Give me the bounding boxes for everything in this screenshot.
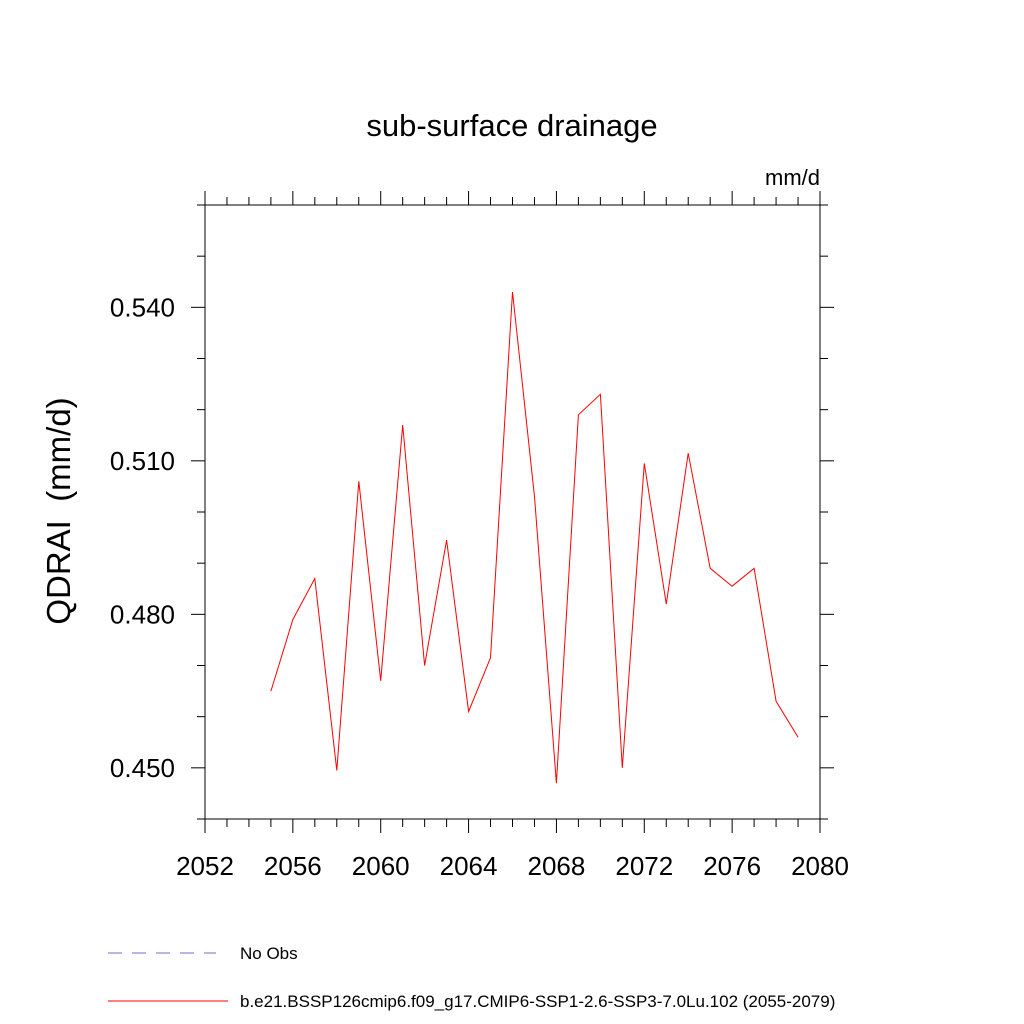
- x-tick-label: 2056: [264, 851, 322, 881]
- chart-title: sub-surface drainage: [366, 108, 657, 143]
- series-layer: [270, 291, 799, 784]
- legend-label-no-obs: No Obs: [240, 944, 298, 963]
- y-axis-ticks: [191, 204, 834, 820]
- units-label: mm/d: [765, 165, 820, 190]
- y-tick-label: 0.450: [110, 753, 175, 783]
- x-tick-label: 2076: [703, 851, 761, 881]
- series-line: [270, 291, 799, 784]
- x-tick-label: 2080: [791, 851, 849, 881]
- y-tick-label: 0.510: [110, 446, 175, 476]
- x-axis-ticks: [204, 191, 821, 833]
- x-tick-label: 2052: [176, 851, 234, 881]
- y-tick-label: 0.480: [110, 599, 175, 629]
- legend-label-model-run: b.e21.BSSP126cmip6.f09_g17.CMIP6-SSP1-2.…: [240, 992, 835, 1011]
- x-axis-tick-labels: 2052 2056 2060 2064 2068 2072 2076 2080: [176, 851, 849, 881]
- x-tick-label: 2068: [528, 851, 586, 881]
- y-tick-label: 0.540: [110, 292, 175, 322]
- y-axis-label: QDRAI (mm/d): [40, 397, 77, 624]
- x-tick-label: 2072: [615, 851, 673, 881]
- x-tick-label: 2060: [352, 851, 410, 881]
- legend: No Obs b.e21.BSSP126cmip6.f09_g17.CMIP6-…: [108, 944, 835, 1011]
- x-tick-label: 2064: [440, 851, 498, 881]
- y-axis-tick-labels: 0.450 0.480 0.510 0.540: [110, 292, 175, 782]
